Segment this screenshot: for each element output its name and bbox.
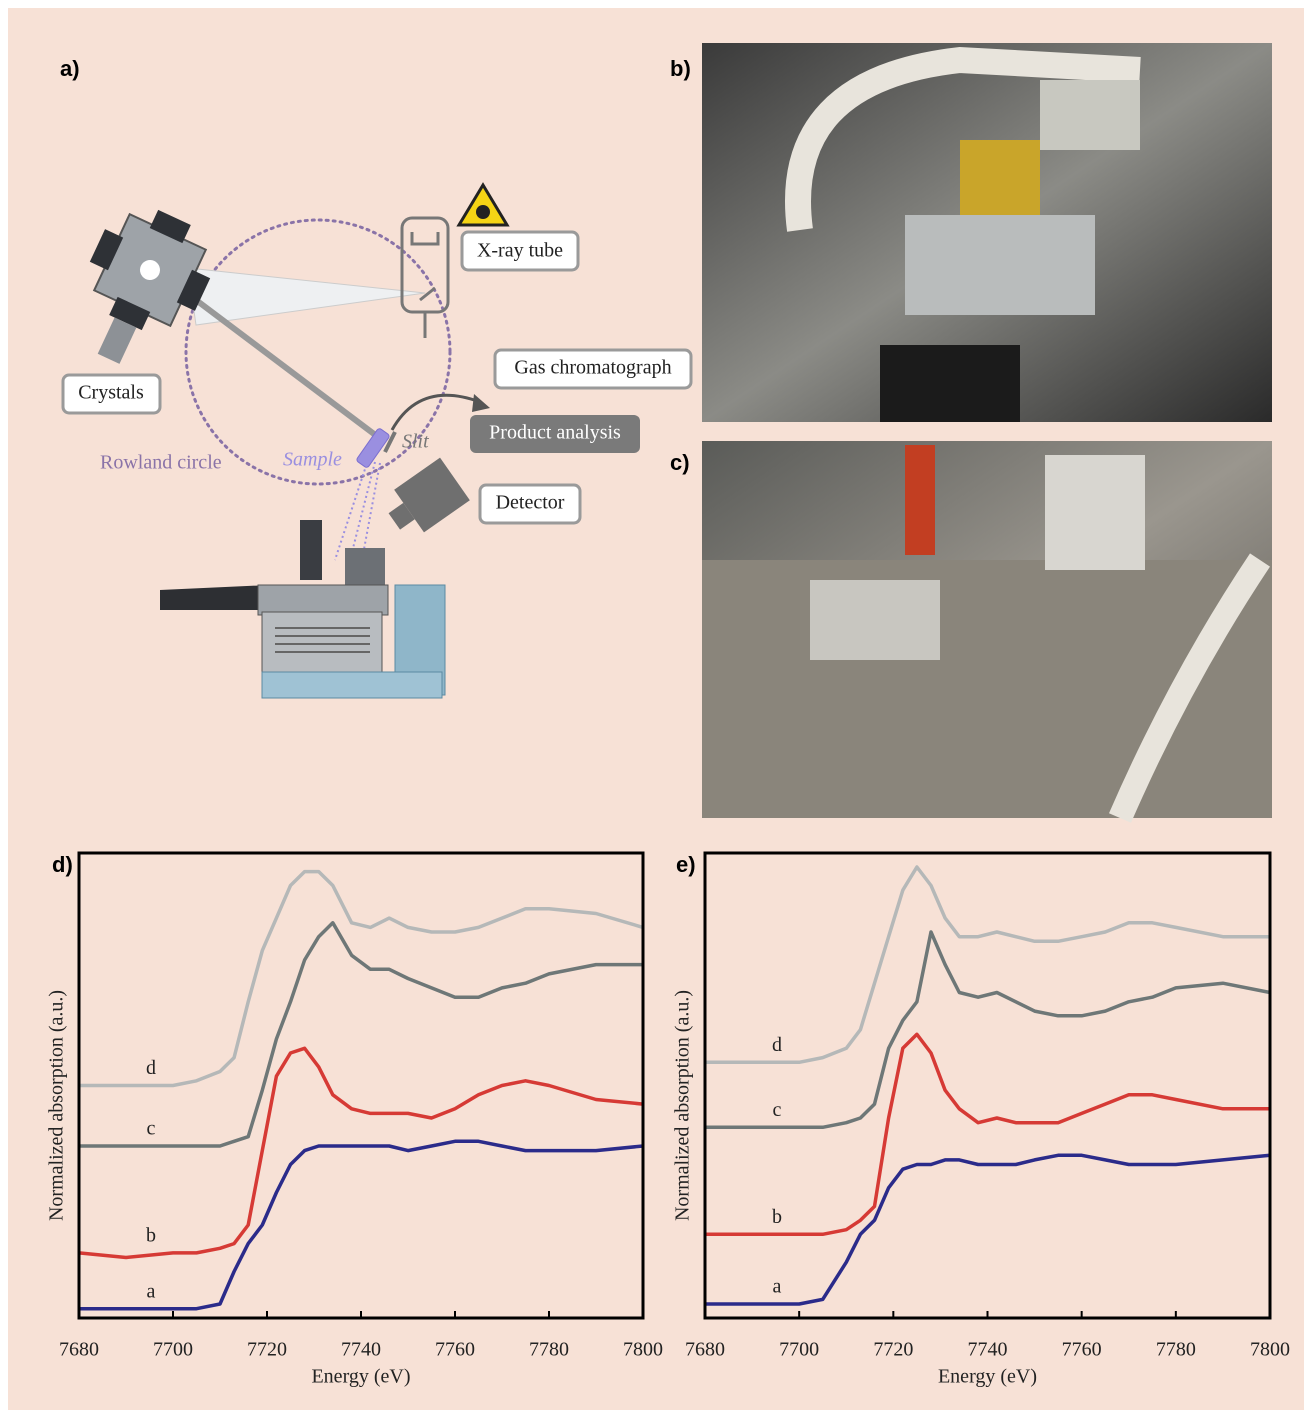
x-tick-label: 7700 <box>779 1339 819 1361</box>
slit-label: Slit <box>402 431 429 453</box>
panel-label: d) <box>52 852 73 877</box>
x-tick-label: 7720 <box>247 1339 287 1361</box>
gas-chromatograph-label: Gas chromatograph <box>514 357 671 379</box>
x-axis-label: Energy (eV) <box>938 1366 1037 1388</box>
photo-b <box>702 43 1272 422</box>
series-label: b <box>146 1224 156 1246</box>
panel-label: c) <box>670 450 690 475</box>
series-label: c <box>147 1118 156 1140</box>
y-axis-label: Normalized absorption (a.u.) <box>46 990 68 1221</box>
x-tick-label: 7740 <box>968 1339 1008 1361</box>
product-analysis-label: Product analysis <box>489 422 621 444</box>
series-label: d <box>772 1034 782 1056</box>
x-tick-label: 7780 <box>529 1339 569 1361</box>
xray-tube-label: X-ray tube <box>477 240 563 262</box>
series-label: a <box>147 1280 156 1302</box>
photo-c <box>702 441 1272 818</box>
x-tick-label: 7740 <box>341 1339 381 1361</box>
x-axis-label: Energy (eV) <box>311 1366 410 1388</box>
x-tick-label: 7760 <box>435 1339 475 1361</box>
radiation-symbol <box>476 205 490 219</box>
panel-label: b) <box>670 56 691 81</box>
detector-label: Detector <box>496 492 565 514</box>
x-tick-label: 7800 <box>623 1339 663 1361</box>
x-tick-label: 7680 <box>685 1339 725 1361</box>
x-tick-label: 7720 <box>873 1339 913 1361</box>
sample-label: Sample <box>283 449 342 471</box>
x-tick-label: 7780 <box>1156 1339 1196 1361</box>
series-label: a <box>773 1276 782 1298</box>
crystals-label: Crystals <box>78 382 144 404</box>
x-tick-label: 7760 <box>1062 1339 1102 1361</box>
panel-label: e) <box>676 852 696 877</box>
figure: a) b) c) X-ray tube Crystals Gas chromat… <box>0 0 1312 1418</box>
rowland-circle-label: Rowland circle <box>100 452 222 474</box>
series-label: d <box>146 1057 156 1079</box>
panel-label: a) <box>60 56 80 81</box>
x-tick-label: 7700 <box>153 1339 193 1361</box>
x-tick-label: 7680 <box>59 1339 99 1361</box>
x-tick-label: 7800 <box>1250 1339 1290 1361</box>
series-label: c <box>773 1099 782 1121</box>
y-axis-label: Normalized absorption (a.u.) <box>672 990 694 1221</box>
series-label: b <box>772 1206 782 1228</box>
